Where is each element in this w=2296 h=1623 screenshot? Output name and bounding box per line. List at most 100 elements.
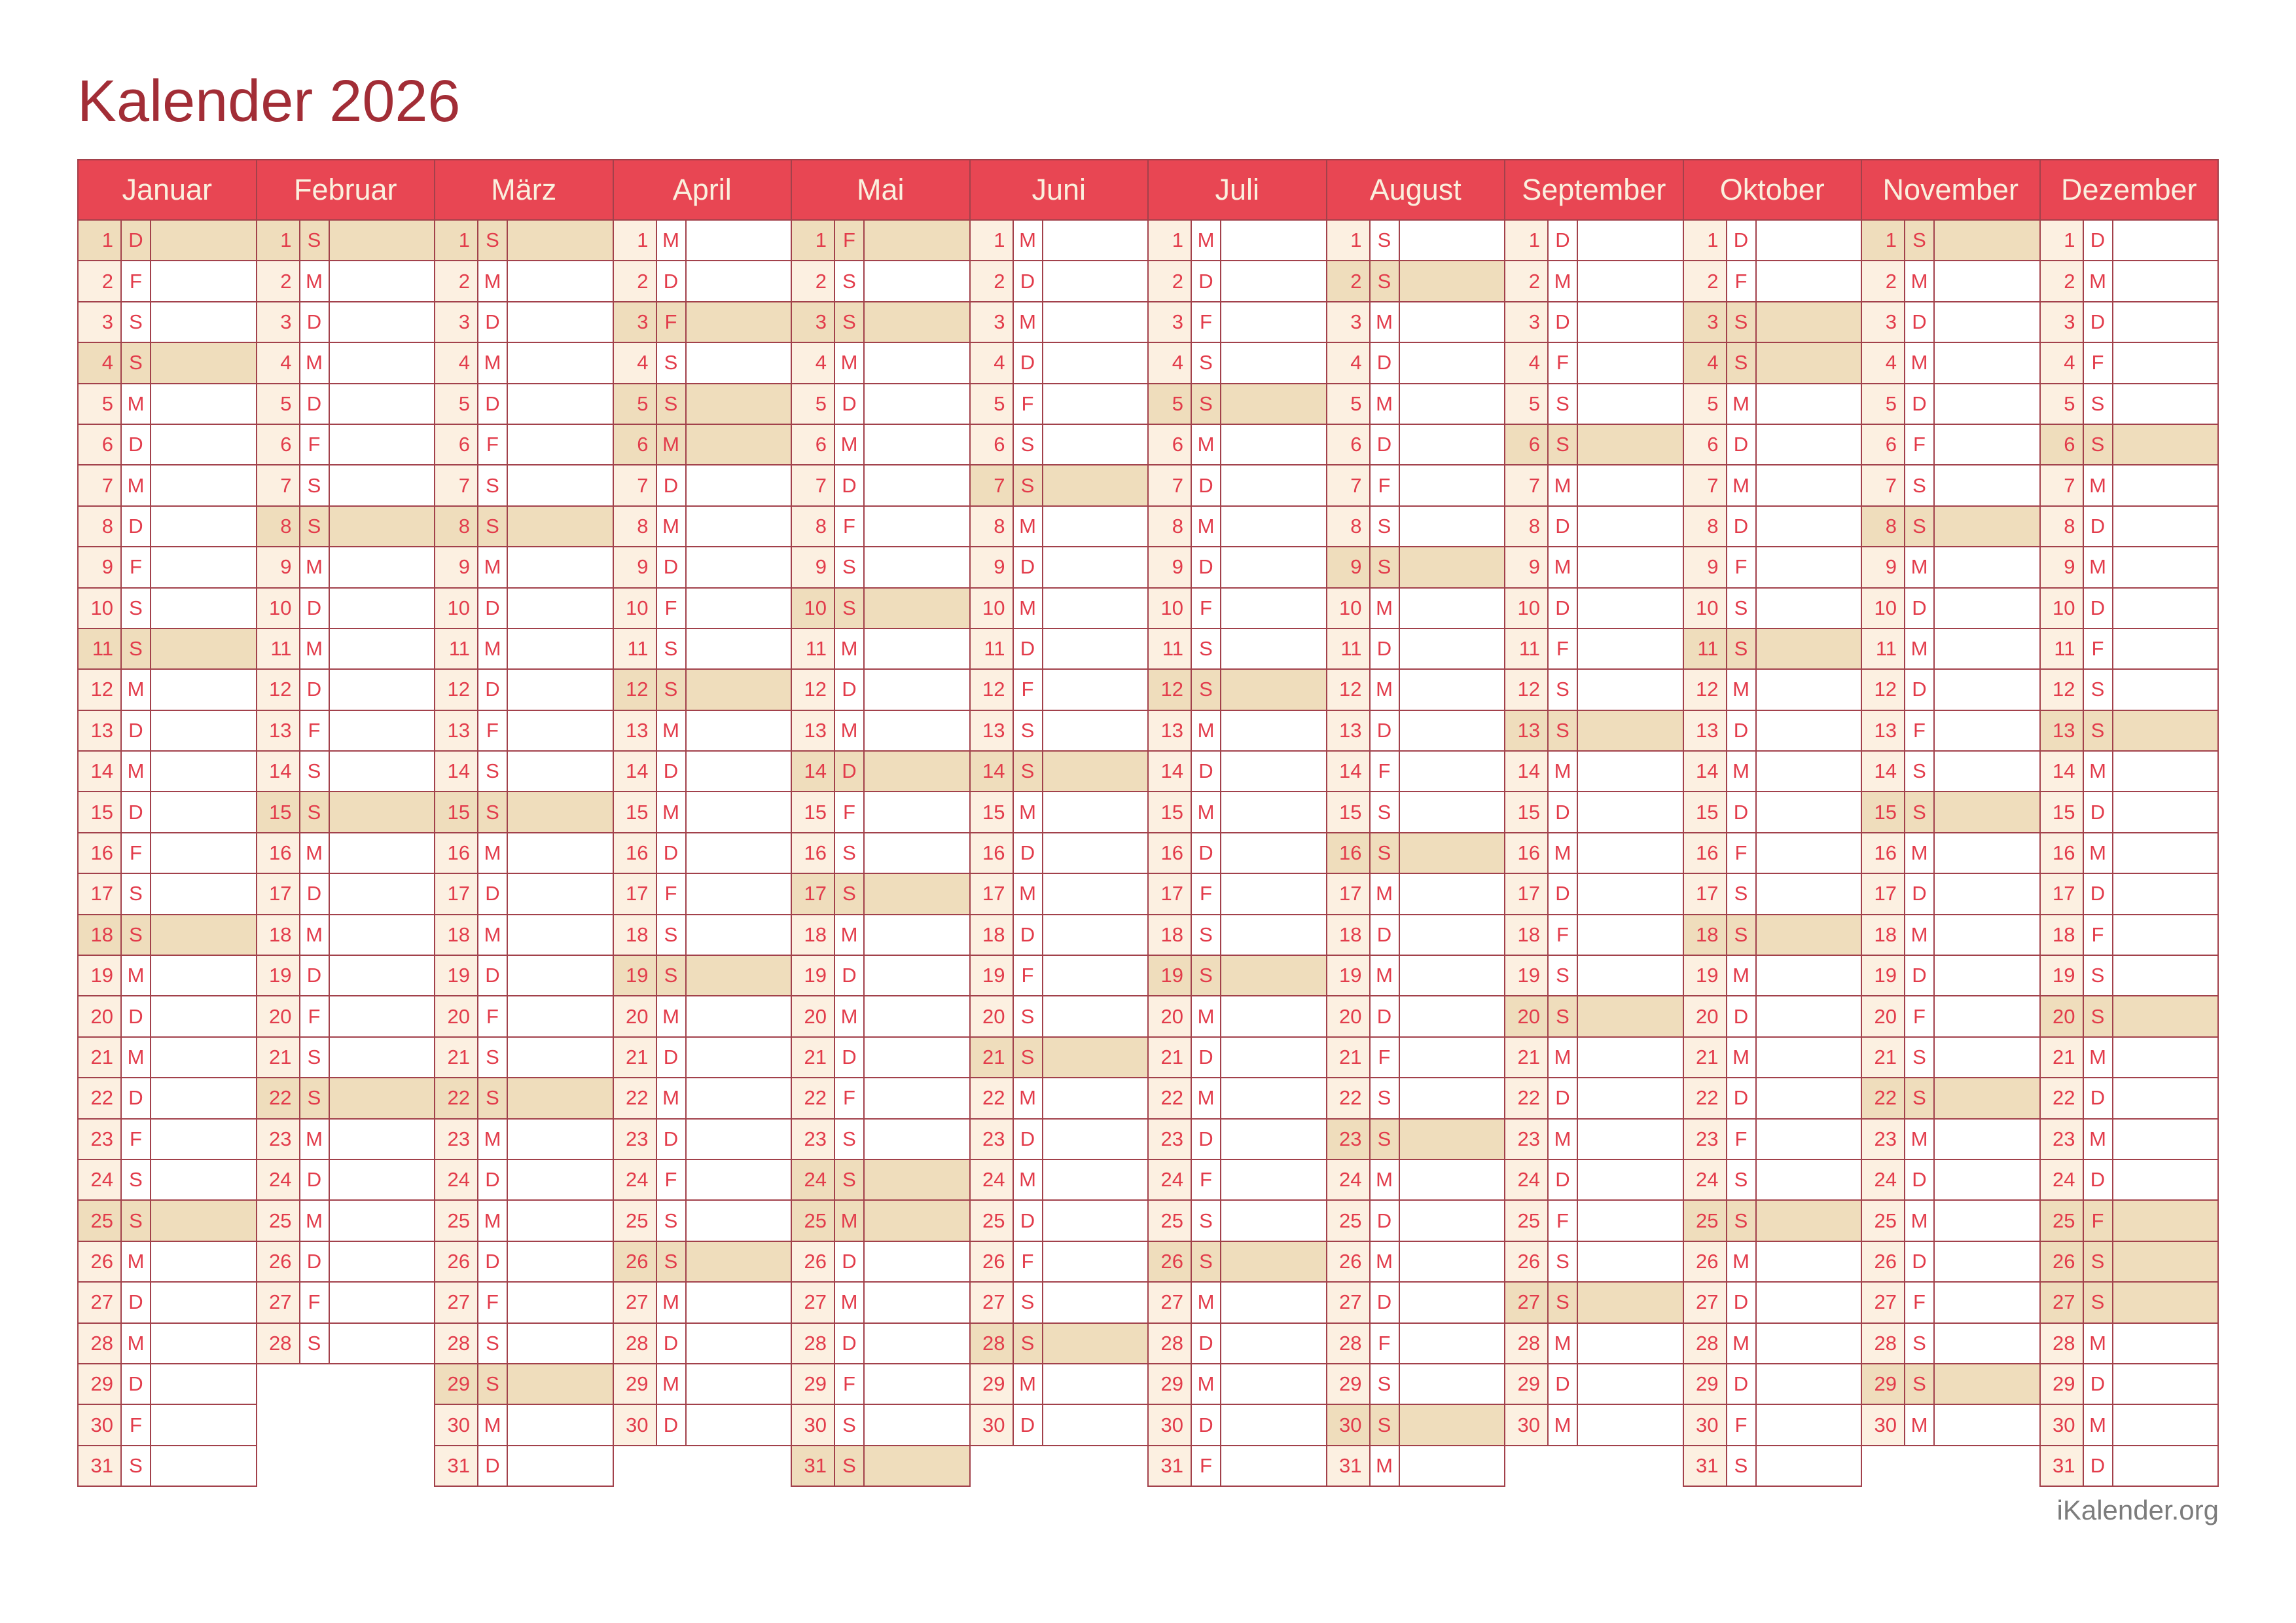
note-cell	[1578, 465, 1683, 505]
weekday-letter-cell: M	[1192, 710, 1221, 751]
note-cell	[1043, 1323, 1147, 1363]
note-cell	[1756, 833, 1861, 873]
weekday-letter-cell: D	[657, 547, 687, 587]
day-number-cell: 19	[2040, 956, 2084, 996]
day-row: 29 M	[1149, 1364, 1326, 1406]
day-number-cell: 18	[970, 915, 1014, 955]
day-number-cell: 27	[1505, 1283, 1549, 1322]
day-row: 23 D	[613, 1119, 791, 1160]
weekday-letter-cell: S	[478, 1364, 508, 1404]
note-cell	[329, 1159, 434, 1200]
note-cell	[1221, 792, 1326, 832]
day-row: 13 M	[613, 710, 791, 752]
weekday-letter-cell: M	[1727, 752, 1757, 792]
day-number-cell: 19	[1327, 956, 1371, 996]
note-cell	[1399, 874, 1504, 914]
weekday-letter-cell: F	[835, 792, 865, 832]
note-cell	[1399, 506, 1504, 547]
note-cell	[151, 1446, 256, 1486]
note-cell	[865, 670, 969, 710]
day-number-cell: 9	[257, 547, 300, 587]
weekday-letter-cell: F	[1192, 588, 1221, 628]
note-cell	[1935, 670, 2039, 710]
day-number-cell: 10	[1505, 588, 1549, 628]
weekday-letter-cell: F	[1371, 1323, 1400, 1363]
day-row: 22 D	[1505, 1078, 1683, 1120]
day-number-cell: 19	[1149, 956, 1192, 996]
day-row: 16 F	[79, 833, 256, 875]
note-cell	[686, 1078, 791, 1118]
day-row: 22 M	[970, 1078, 1147, 1120]
weekday-letter-cell: S	[1727, 1159, 1757, 1200]
note-cell	[1043, 833, 1147, 873]
note-cell	[1756, 1119, 1861, 1159]
note-cell	[865, 1201, 969, 1241]
day-number-cell: 18	[1327, 915, 1371, 955]
day-row: 14 F	[1327, 752, 1504, 793]
day-number-cell: 6	[1505, 424, 1549, 465]
weekday-letter-cell: D	[1905, 384, 1935, 424]
day-number-cell: 25	[1149, 1201, 1192, 1241]
weekday-letter-cell: M	[300, 261, 330, 301]
day-number-cell: 25	[435, 1201, 478, 1241]
day-row: 26 M	[1327, 1241, 1504, 1283]
weekday-letter-cell: M	[835, 1201, 865, 1241]
day-number-cell: 15	[1505, 792, 1549, 832]
day-row: 17 D	[2040, 874, 2217, 915]
note-cell	[1043, 343, 1147, 383]
day-number-cell: 8	[970, 506, 1014, 547]
day-number-cell: 9	[79, 547, 122, 587]
note-cell	[1935, 506, 2039, 547]
day-row: 21 S	[1862, 1037, 2039, 1079]
note-cell	[2113, 221, 2217, 261]
day-row: 10 M	[1327, 588, 1504, 629]
weekday-letter-cell: F	[1371, 465, 1400, 505]
weekday-letter-cell: M	[1727, 1323, 1757, 1363]
note-cell	[329, 302, 434, 342]
day-row: 10 S	[792, 588, 969, 629]
weekday-letter-cell: S	[835, 261, 865, 301]
day-number-cell: 23	[79, 1119, 122, 1159]
weekday-letter-cell: F	[2084, 629, 2113, 669]
day-number-cell: 30	[1149, 1405, 1192, 1445]
note-cell	[2113, 996, 2217, 1036]
day-row: 13 F	[1862, 710, 2039, 752]
weekday-letter-cell: S	[1371, 506, 1400, 547]
day-number-cell: 24	[613, 1159, 657, 1200]
note-cell	[329, 1201, 434, 1241]
day-number-cell: 2	[970, 261, 1014, 301]
day-number-cell: 4	[1149, 343, 1192, 383]
weekday-letter-cell: D	[657, 465, 687, 505]
weekday-letter-cell: D	[1727, 1364, 1757, 1404]
weekday-letter-cell: S	[1013, 752, 1043, 792]
weekday-letter-cell: M	[835, 424, 865, 465]
note-cell	[1221, 1446, 1326, 1486]
day-number-cell: 19	[970, 956, 1014, 996]
note-cell	[1043, 261, 1147, 301]
day-row: 25 M	[1862, 1201, 2039, 1242]
note-cell	[1578, 1364, 1683, 1404]
day-number-cell: 7	[792, 465, 835, 505]
day-row: 13 F	[257, 710, 434, 752]
note-cell	[2113, 956, 2217, 996]
weekday-letter-cell: D	[1371, 1283, 1400, 1322]
weekday-letter-cell: M	[2084, 1037, 2113, 1078]
day-number-cell: 23	[1683, 1119, 1727, 1159]
month-column-november: November 1 S 2 M 3 D 4 M 5 D 6 F 7 S 8 S 9 M 10 D 11 M 12 D 13 F 14…	[1861, 159, 2041, 1446]
note-cell	[1935, 1323, 2039, 1363]
weekday-letter-cell: D	[478, 1241, 508, 1282]
note-cell	[329, 506, 434, 547]
weekday-letter-cell: D	[1905, 956, 1935, 996]
weekday-letter-cell: D	[1727, 710, 1757, 751]
day-row: 22 S	[1327, 1078, 1504, 1120]
day-number-cell: 6	[257, 424, 300, 465]
day-row: 12 S	[1149, 670, 1326, 711]
note-cell	[865, 588, 969, 628]
day-row: 31 S	[79, 1446, 256, 1487]
weekday-letter-cell: D	[1014, 915, 1043, 955]
day-row: 11 D	[970, 629, 1147, 670]
weekday-letter-cell: S	[122, 1201, 151, 1241]
